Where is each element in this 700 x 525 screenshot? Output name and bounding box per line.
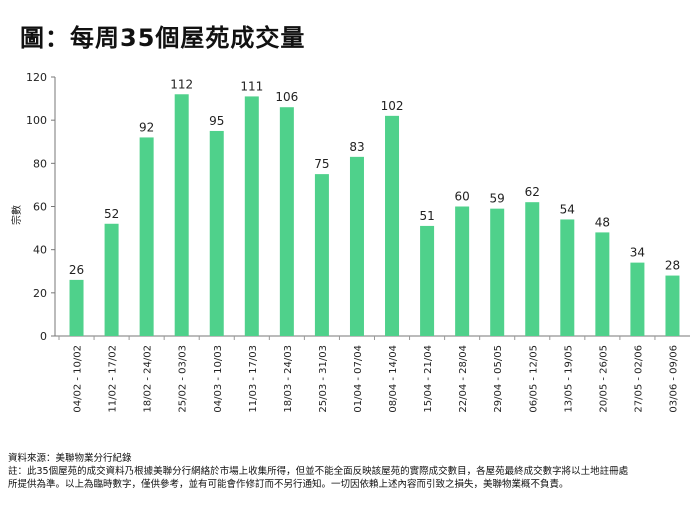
data-label: 51	[419, 209, 434, 223]
data-label: 102	[381, 99, 404, 113]
bar	[349, 156, 364, 336]
data-label: 112	[170, 77, 193, 91]
data-label: 95	[209, 114, 224, 128]
bar	[244, 96, 259, 336]
x-tick-label: 11/02 - 17/02	[108, 345, 119, 413]
data-label: 92	[139, 120, 154, 134]
x-tick-label: 27/05 - 02/06	[633, 345, 644, 413]
data-label: 54	[560, 202, 575, 216]
disclaimer-line-2: 所提供為準。以上為臨時數字，僅供參考，並有可能會作修訂而不另行通知。一切因依賴上…	[8, 479, 569, 490]
y-tick-label: 80	[33, 157, 47, 170]
y-tick-label: 40	[33, 244, 47, 257]
x-tick-label: 11/03 - 17/03	[248, 345, 259, 413]
data-label: 48	[595, 215, 610, 229]
bar	[69, 279, 84, 336]
x-tick-label: 03/06 - 09/06	[668, 345, 679, 413]
data-label: 52	[104, 207, 119, 221]
y-tick-label: 20	[33, 287, 47, 300]
x-tick-label: 04/03 - 10/03	[213, 345, 224, 413]
bar	[314, 174, 329, 336]
y-tick-label: 100	[26, 114, 47, 127]
data-label: 62	[525, 185, 540, 199]
data-label: 26	[69, 263, 84, 277]
footnotes: 資料來源：美聯物業分行紀錄 註：此35個屋苑的成交資料乃根據美聯分行網絡於市場上…	[8, 452, 698, 491]
bar	[104, 223, 119, 336]
bar	[455, 206, 470, 336]
bar	[560, 219, 575, 336]
x-tick-label: 01/04 - 07/04	[353, 345, 364, 413]
data-label: 83	[349, 140, 364, 154]
x-tick-label: 08/04 - 14/04	[388, 345, 399, 413]
y-tick-label: 60	[33, 201, 47, 214]
bar	[630, 262, 645, 336]
data-label: 111	[240, 79, 263, 93]
bar	[490, 208, 505, 336]
x-tick-label: 13/05 - 19/05	[563, 345, 574, 413]
x-tick-label: 20/05 - 26/05	[598, 345, 609, 413]
y-tick-label: 120	[26, 71, 47, 84]
x-tick-label: 25/02 - 03/03	[178, 345, 189, 413]
x-tick-label: 22/04 - 28/04	[458, 345, 469, 413]
x-tick-label: 29/04 - 05/05	[493, 345, 504, 413]
bar	[209, 130, 224, 336]
y-tick-label: 0	[40, 330, 47, 343]
bar	[595, 232, 610, 336]
bar-chart: 0 20 40 60 80 100 120 宗數 26 04/02 - 10/02 52 11/02 …	[10, 71, 690, 413]
x-tick-label: 06/05 - 12/05	[528, 345, 539, 413]
data-label: 28	[665, 259, 680, 273]
bar	[279, 107, 294, 336]
bar	[139, 137, 154, 336]
data-label: 106	[275, 90, 298, 104]
x-tick-label: 18/02 - 24/02	[143, 345, 154, 413]
bar	[420, 225, 435, 336]
disclaimer-line-1: 註：此35個屋苑的成交資料乃根據美聯分行網絡於市場上收集所得，但並不能全面反映該…	[8, 466, 629, 477]
x-tick-label: 15/04 - 21/04	[423, 345, 434, 413]
bar	[174, 94, 189, 337]
page-title: 圖：每周35個屋苑成交量	[20, 24, 306, 52]
x-tick-label: 18/03 - 24/03	[283, 345, 294, 413]
bar	[525, 202, 540, 336]
y-axis-label: 宗數	[10, 205, 23, 225]
data-label: 60	[454, 190, 469, 204]
data-label: 34	[630, 246, 645, 260]
data-label: 59	[490, 192, 505, 206]
bar	[385, 115, 400, 336]
x-tick-label: 04/02 - 10/02	[73, 345, 84, 413]
x-tick-label: 25/03 - 31/03	[318, 345, 329, 413]
source-note: 資料來源：美聯物業分行紀錄	[8, 453, 132, 464]
data-label: 75	[314, 157, 329, 171]
bar	[665, 275, 680, 336]
